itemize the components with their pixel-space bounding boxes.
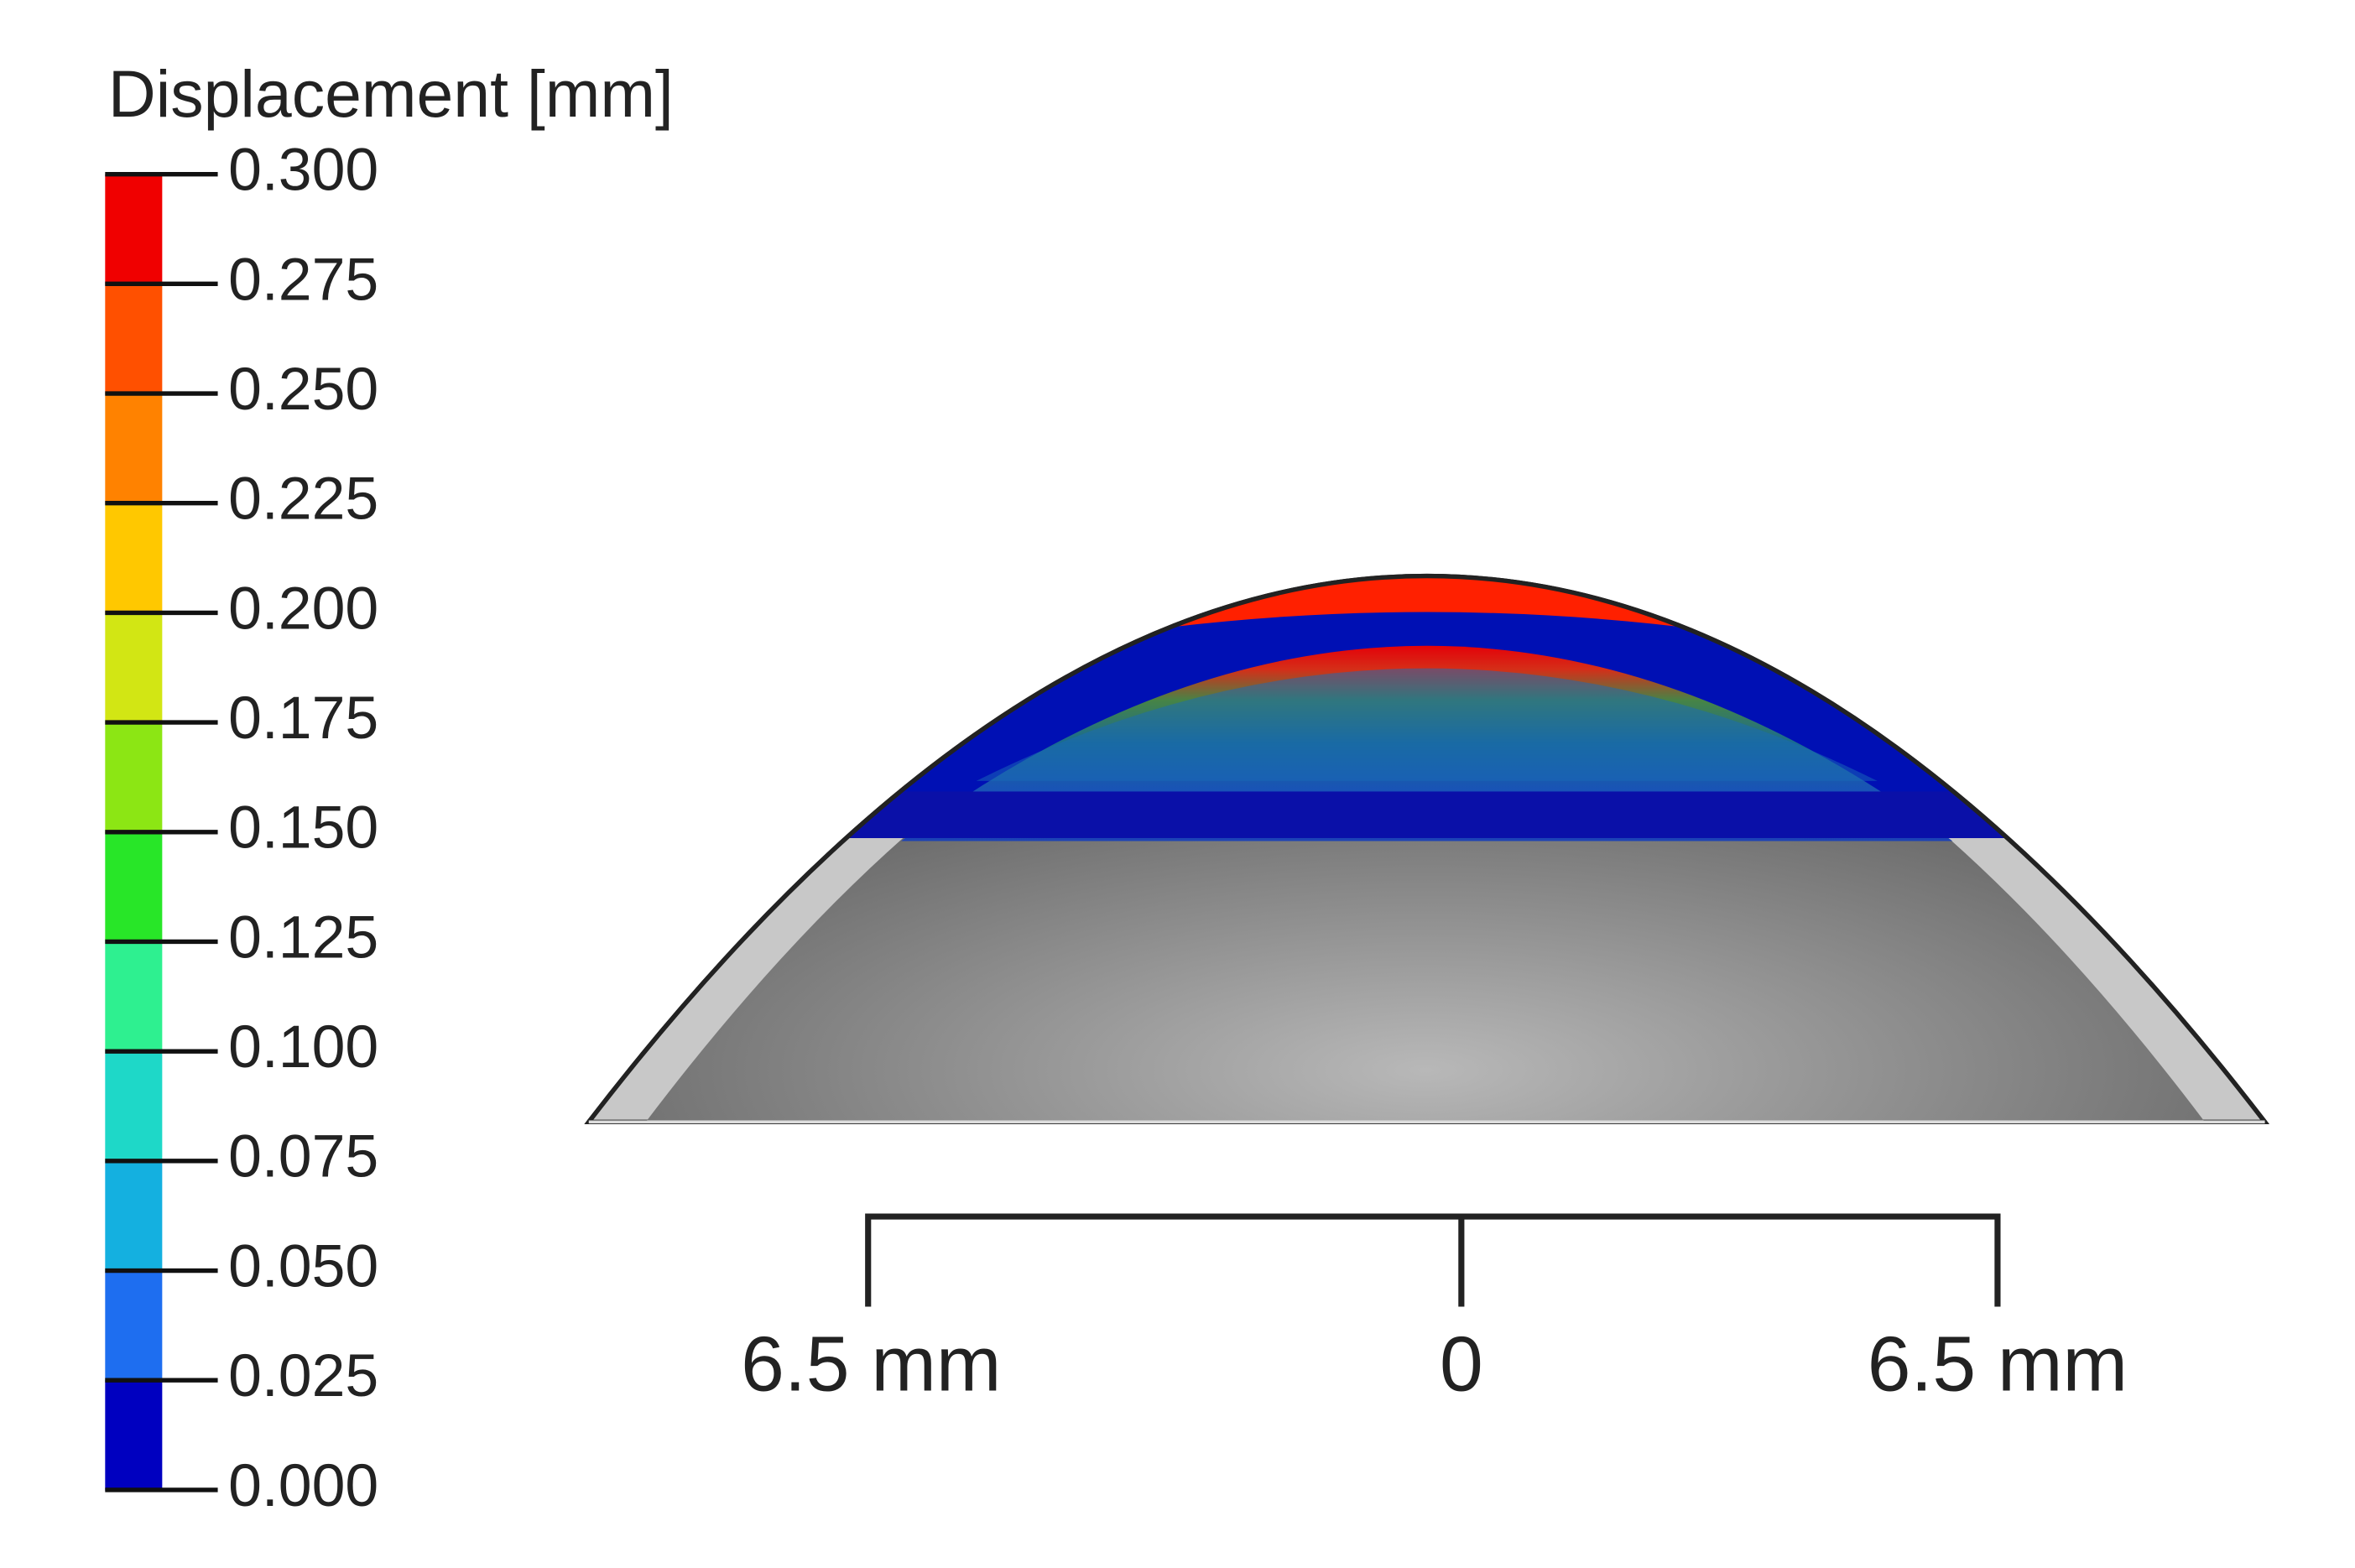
colorbar-tick-label: 0.175 [228, 685, 378, 752]
colorbar-segment [105, 831, 163, 943]
colorbar-tick-label: 0.025 [228, 1342, 378, 1409]
colorbar-tick-label: 0.000 [228, 1452, 378, 1519]
colorbar: 0.000 0.025 0.050 0.075 0.100 0.125 0.150 0.175… [105, 137, 378, 1519]
colorbar-segment [105, 1380, 163, 1491]
colorbar-tick-label: 0.125 [228, 904, 378, 971]
colorbar-segment [105, 284, 163, 394]
scale-bar [865, 1213, 2001, 1307]
colorbar-tick-label: 0.250 [228, 356, 378, 423]
colorbar-tick-label: 0.300 [228, 137, 378, 204]
scale-label: 6.5 mm [1868, 1320, 2128, 1407]
colorbar-segment [105, 174, 163, 285]
colorbar-segment [105, 503, 163, 614]
colorbar-tick-label: 0.075 [228, 1123, 378, 1190]
colorbar-title: Displacement [mm] [108, 57, 674, 131]
colorbar-segment [105, 1160, 163, 1272]
colorbar-tick-label: 0.150 [228, 794, 378, 862]
colorbar-tick-label: 0.100 [228, 1013, 378, 1081]
colorbar-tick-label: 0.225 [228, 466, 378, 533]
scale-label: 0 [1440, 1320, 1483, 1407]
colorbar-tick-label: 0.050 [228, 1232, 378, 1300]
colorbar-segment [105, 393, 163, 504]
colorbar-segment [105, 722, 163, 833]
colorbar-segment [105, 1051, 163, 1162]
colorbar-tick-label: 0.275 [228, 246, 378, 313]
scale-label: 6.5 mm [741, 1320, 1001, 1407]
colorbar-segment [105, 612, 163, 723]
colorbar-segment [105, 1270, 163, 1382]
colorbar-segment [105, 941, 163, 1053]
dome [584, 573, 2270, 1124]
colorbar-tick-label: 0.200 [228, 575, 378, 642]
